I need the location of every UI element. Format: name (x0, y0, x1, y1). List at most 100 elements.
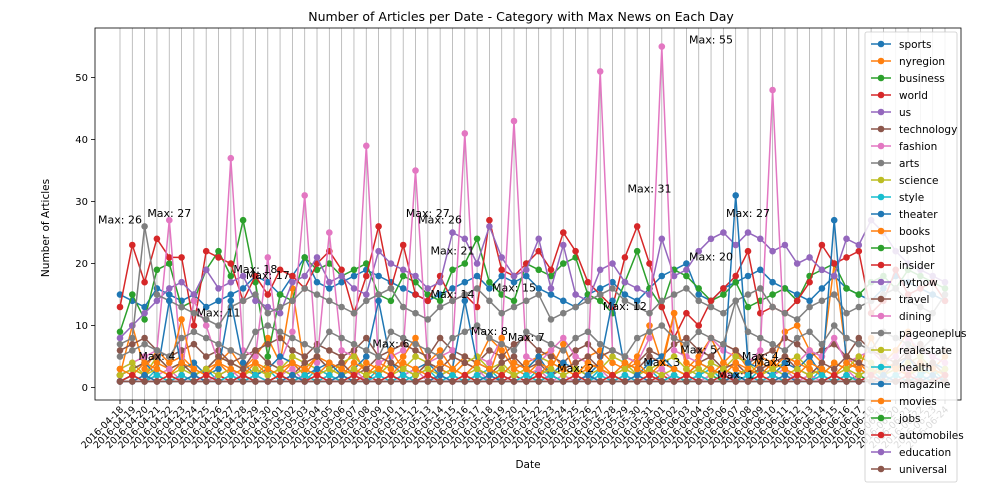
data-point (793, 297, 801, 305)
data-point (695, 378, 702, 385)
data-point (732, 371, 739, 379)
data-point (387, 328, 395, 336)
data-point (793, 316, 801, 323)
data-point (720, 229, 727, 236)
legend-label: sports (899, 39, 931, 51)
data-point (166, 254, 173, 261)
data-point (510, 371, 518, 379)
data-point (436, 353, 444, 360)
legend-label: fashion (899, 141, 937, 153)
data-point (486, 223, 493, 230)
data-point (387, 285, 395, 292)
data-point (695, 347, 702, 354)
data-point (744, 303, 752, 311)
data-point (141, 353, 148, 360)
data-point (572, 359, 579, 367)
data-point (375, 365, 382, 373)
data-point (436, 365, 444, 373)
data-point (215, 365, 222, 373)
data-point (855, 371, 863, 379)
data-point (363, 371, 370, 379)
data-point (338, 378, 345, 385)
data-point (683, 266, 690, 274)
data-point (855, 247, 863, 255)
data-point (535, 291, 542, 298)
data-point (449, 365, 456, 373)
data-point (609, 285, 616, 292)
data-point (461, 353, 469, 360)
data-point (523, 297, 530, 305)
data-point (338, 303, 345, 311)
data-point (424, 347, 432, 354)
legend-swatch-marker (877, 363, 885, 371)
data-point (843, 334, 850, 342)
data-point (178, 316, 185, 323)
data-point (855, 303, 863, 311)
data-point (215, 359, 222, 367)
data-point (350, 365, 358, 373)
legend-label: us (899, 107, 911, 119)
data-point (486, 334, 493, 342)
data-point (707, 359, 715, 367)
data-point (498, 272, 506, 280)
legend-entry: world (871, 90, 928, 102)
legend-label: insider (899, 260, 935, 272)
data-point (153, 297, 161, 305)
data-point (473, 378, 481, 385)
y-tick-label: 20 (75, 259, 88, 270)
data-point (609, 278, 616, 286)
data-point (449, 266, 456, 274)
data-point (830, 216, 838, 224)
data-point (732, 297, 739, 305)
data-point (215, 340, 222, 348)
data-point (363, 142, 370, 150)
data-point (510, 303, 518, 311)
data-point (326, 359, 333, 367)
data-point (338, 353, 345, 360)
data-point (412, 291, 419, 298)
data-point (276, 365, 284, 373)
data-point (227, 297, 235, 305)
data-point (239, 365, 247, 373)
data-point (560, 371, 567, 379)
data-point (732, 272, 739, 280)
data-point (449, 285, 456, 292)
data-point (486, 278, 493, 286)
data-point (560, 347, 567, 354)
data-point (658, 322, 666, 329)
data-point (560, 359, 567, 367)
data-point (190, 309, 198, 317)
data-point (843, 359, 850, 367)
data-point (732, 241, 739, 249)
data-point (375, 353, 382, 360)
data-point (412, 365, 419, 373)
data-point (350, 359, 358, 367)
data-point (658, 365, 666, 373)
data-point (486, 365, 493, 373)
data-point (830, 378, 838, 385)
data-point (830, 371, 838, 379)
data-point (190, 322, 198, 329)
data-point (178, 378, 185, 385)
data-point (683, 260, 690, 267)
legend-swatch-marker (877, 380, 885, 388)
data-point (227, 272, 235, 280)
data-point (806, 353, 813, 360)
data-point (510, 365, 518, 373)
data-point (239, 216, 247, 224)
data-point (633, 223, 641, 230)
data-point (239, 297, 247, 305)
annotation-label: Max: 31 (628, 182, 672, 195)
data-point (510, 117, 518, 125)
data-point (633, 297, 641, 305)
data-point (609, 297, 616, 305)
data-point (424, 378, 432, 385)
data-point (830, 272, 838, 280)
data-point (695, 291, 702, 298)
data-point (670, 334, 678, 342)
data-point (190, 365, 198, 373)
legend-label: automobiles (899, 430, 964, 442)
data-point (166, 297, 173, 305)
data-point (560, 229, 567, 236)
chart-title: Number of Articles per Date - Category w… (308, 9, 734, 24)
